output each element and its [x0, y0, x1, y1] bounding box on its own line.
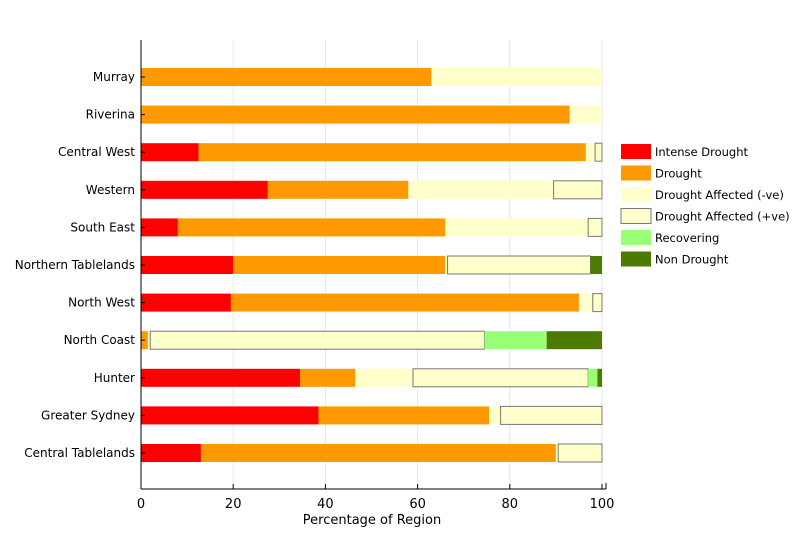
bar-8-series-3	[412, 368, 589, 388]
bar-3-series-0	[141, 180, 268, 199]
bar-7-series-4	[484, 331, 547, 350]
category-labels: Murray Riverina Central West Western South E…	[15, 70, 136, 460]
legend-label-0: Intense Drought	[655, 145, 749, 159]
bar-7-series-3	[149, 330, 485, 350]
category-label-2: Central West	[58, 145, 135, 159]
bar-4-series-1	[177, 218, 446, 237]
x-tick-label-2: 40	[317, 497, 334, 512]
bar-3-series-1	[267, 180, 409, 199]
category-label-1: Riverina	[86, 108, 135, 122]
x-tick-label-0: 0	[137, 497, 145, 512]
bar-4-series-2	[445, 218, 589, 237]
legend-label-1: Drought	[655, 167, 702, 181]
bar-4-series-0	[141, 218, 178, 237]
bar-8-series-5	[597, 368, 602, 387]
bar-5-series-1	[233, 256, 446, 274]
bar-5-series-2	[445, 256, 448, 274]
bar-5-series-0	[141, 256, 234, 274]
bar-3-series-2	[408, 180, 554, 199]
bar-6-series-1	[230, 293, 579, 312]
bar-3-series-3	[553, 180, 603, 200]
bar-8-series-0	[141, 368, 301, 387]
bar-9-series-0	[141, 406, 319, 425]
bar-9-series-3	[500, 405, 603, 425]
axes	[140, 40, 607, 490]
category-label-8: Hunter	[94, 371, 135, 385]
bar-8-series-1	[300, 368, 356, 387]
bar-0-series-2	[431, 68, 602, 86]
bar-9-series-2	[489, 406, 501, 425]
bar-10-series-0	[141, 444, 201, 462]
category-label-3: Western	[86, 183, 135, 197]
legend-swatch-0	[621, 144, 651, 159]
legend-label-4: Recovering	[655, 231, 719, 245]
x-ticks: 0 20 40 60 80 100	[137, 484, 615, 512]
bar-9-series-1	[318, 406, 490, 425]
bar-4-series-3	[587, 217, 603, 237]
bar-1-series-1	[141, 105, 570, 124]
bar-5-series-5	[590, 256, 602, 274]
legend-label-2: Drought Affected (-ve)	[655, 188, 784, 202]
category-label-0: Murray	[93, 70, 135, 84]
bars	[141, 68, 603, 463]
legend: Intense Drought Drought Drought Affected (…	[620, 144, 790, 267]
bar-8-series-2	[355, 368, 413, 387]
bar-7-series-5	[546, 331, 602, 350]
bar-2-series-1	[198, 143, 586, 162]
bar-0-series-1	[141, 68, 432, 86]
legend-swatch-4	[621, 230, 651, 245]
x-tick-label-5: 100	[590, 497, 615, 512]
bar-8-series-4	[588, 368, 598, 387]
bar-1-series-2	[569, 105, 602, 124]
x-tick-label-3: 60	[409, 497, 426, 512]
legend-swatch-1	[621, 165, 651, 181]
category-label-4: South East	[70, 220, 135, 234]
category-label-9: Greater Sydney	[41, 408, 135, 422]
x-tick-label-1: 20	[225, 497, 242, 512]
bar-10-series-2	[555, 444, 559, 462]
x-tick-label-4: 80	[502, 497, 519, 512]
legend-swatch-2	[621, 187, 651, 202]
bar-2-series-0	[141, 143, 199, 162]
legend-label-5: Non Drought	[655, 253, 729, 267]
bar-2-series-2	[585, 143, 596, 162]
legend-label-3: Drought Affected (+ve)	[655, 210, 790, 224]
bar-6-series-3	[592, 293, 603, 313]
bar-6-series-2	[578, 293, 593, 312]
category-label-10: Central Tablelands	[24, 446, 135, 460]
legend-swatch-3	[620, 208, 652, 224]
category-label-7: North Coast	[64, 333, 136, 347]
category-label-5: Northern Tablelands	[15, 258, 135, 272]
bar-10-series-3	[557, 443, 603, 463]
bar-7-series-2	[147, 331, 151, 350]
bar-2-series-3	[594, 142, 603, 162]
x-axis-title: Percentage of Region	[303, 513, 441, 528]
bar-6-series-0	[141, 293, 231, 312]
bar-10-series-1	[200, 444, 556, 462]
category-label-6: North West	[68, 296, 135, 310]
bar-5-series-3	[447, 255, 591, 275]
legend-swatch-5	[621, 251, 651, 267]
